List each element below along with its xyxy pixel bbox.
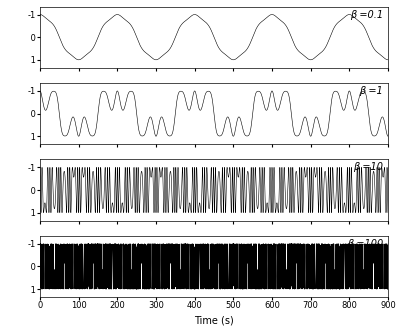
Text: β =100: β =100 xyxy=(346,239,383,249)
Text: β =1: β =1 xyxy=(359,86,383,96)
Text: β =0.1: β =0.1 xyxy=(350,10,383,20)
Text: β =10: β =10 xyxy=(353,162,383,173)
X-axis label: Time (s): Time (s) xyxy=(194,316,234,326)
